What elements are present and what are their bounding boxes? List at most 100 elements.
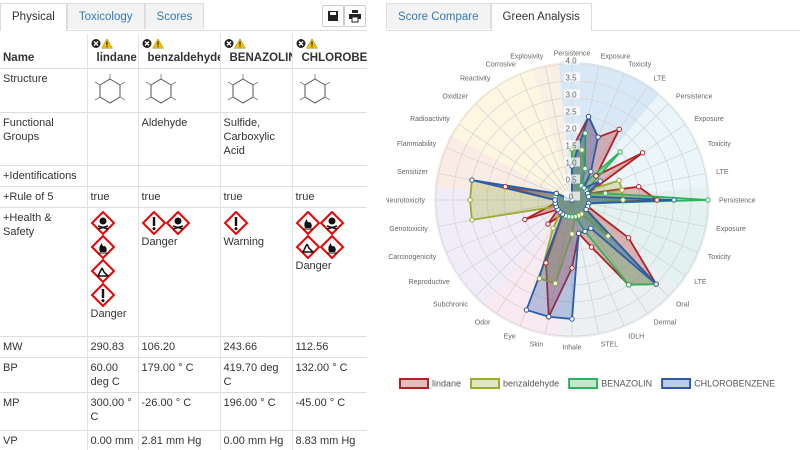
data-point [502, 184, 509, 190]
data-point [522, 216, 528, 223]
cell-text: -26.00 ° C [141, 397, 192, 409]
data-point [579, 147, 585, 153]
data-point [597, 178, 603, 184]
table-cell: 243.66 [220, 336, 293, 358]
angle-line [571, 199, 599, 334]
axis-label: Persistence [676, 94, 713, 101]
angle-line [496, 86, 573, 201]
angle-line [571, 199, 648, 314]
sector-background [484, 200, 572, 322]
angle-line [571, 147, 698, 201]
table-row: Functional Groups Aldehyde Sulfide, Carbox… [0, 112, 367, 166]
print-icon [349, 10, 361, 23]
table-cell: 132.00 ° C [292, 357, 367, 393]
axis-label: Oral [676, 301, 690, 308]
data-point [625, 282, 632, 288]
tick-backdrop [564, 140, 580, 150]
data-point [588, 225, 594, 231]
axis-label: Exposure [601, 53, 631, 60]
cell-text: 0.00 mm Hg [90, 435, 134, 450]
column-name: Name [3, 52, 35, 64]
sector-background [572, 159, 710, 200]
tick-label: 4.0 [565, 57, 577, 66]
sector-background [572, 62, 613, 200]
sector-background [439, 134, 572, 200]
tab[interactable]: Physical [0, 3, 67, 31]
tick-label: 3.0 [565, 91, 577, 100]
column-name: CHLOROBENZENE [301, 52, 368, 64]
tab[interactable]: Toxicology [66, 3, 145, 29]
table-cell: true [220, 186, 293, 208]
cell-text: true [141, 191, 161, 203]
axis-label: Toxicity [708, 141, 731, 148]
left-tab-bar: Physical Toxicology Scores [0, 3, 367, 31]
angle-line [475, 199, 573, 297]
table-cell: 106.20 [138, 336, 221, 358]
data-point [582, 165, 588, 172]
table-cell: Sulfide, Carboxylic Acid [220, 112, 293, 166]
legend-label: BENAZOLIN [601, 378, 652, 388]
header-cell: CHLOROBENZENE [292, 34, 367, 69]
axis-label: Genotoxicity [389, 226, 428, 233]
cell-text: 106.20 [141, 341, 176, 353]
hazard-pictogram [295, 211, 320, 235]
axis-label: Explosivity [510, 53, 544, 60]
table-cell: Danger [292, 207, 367, 337]
tab[interactable]: Scores [144, 3, 205, 29]
angle-line [458, 124, 573, 201]
data-point [639, 150, 646, 156]
hazard-pictogram [165, 211, 190, 235]
tick-label: 0.5 [565, 176, 577, 185]
axis-label: Toxicity [628, 62, 651, 69]
status-icons [141, 38, 164, 50]
print-button[interactable] [344, 5, 366, 27]
axis-label: Reproductive [409, 279, 450, 286]
cell-text: 112.56 [295, 341, 329, 353]
axis-label: Oxidizer [442, 94, 468, 101]
table-cell [87, 165, 139, 187]
table-cell: -26.00 ° C [138, 392, 221, 431]
data-point [705, 197, 711, 203]
property-table: Name lindane benzaldehyde BENAZOLIN CHLOROBE… [0, 34, 367, 450]
table-cell: 419.70 deg C [220, 357, 293, 393]
tab[interactable]: Green Analysis [490, 3, 592, 31]
tick-backdrop [564, 55, 580, 65]
tick-backdrop [564, 106, 580, 116]
data-point [588, 169, 594, 175]
angle-line [545, 199, 573, 334]
cell-text: 419.70 deg C [223, 362, 279, 388]
tick-label: 1.5 [565, 142, 577, 151]
save-icon [328, 11, 338, 21]
table-cell: Warning [220, 207, 293, 337]
header-cell: lindane [87, 34, 139, 69]
axis-label: STEL [601, 342, 619, 349]
angle-line [571, 199, 625, 326]
cell-text: 132.00 ° C [295, 362, 348, 374]
save-button[interactable] [322, 5, 344, 27]
cell-text: true [295, 191, 315, 203]
cell-text: 243.66 [223, 341, 258, 353]
table-cell: Danger [87, 207, 139, 337]
tick-label: 3.5 [565, 74, 577, 83]
sector-background [450, 200, 572, 288]
header-row: Name lindane benzaldehyde BENAZOLIN CHLOROBE… [0, 34, 367, 69]
cell-text: true [223, 191, 243, 203]
axis-label: Odor [475, 320, 491, 327]
angle-line [496, 199, 573, 314]
status-icons [223, 38, 246, 50]
hazard-pictogram [141, 211, 166, 235]
structure-image [93, 73, 126, 104]
table-cell: true [87, 186, 139, 208]
data-point [546, 314, 552, 320]
sector-background [572, 78, 660, 200]
tab[interactable]: Score Compare [386, 3, 491, 29]
data-point [593, 173, 599, 179]
angle-line [438, 199, 573, 227]
sector-background [450, 112, 572, 200]
data-point [653, 281, 659, 287]
data-point [605, 233, 611, 239]
axis-label: Sensitizer [397, 169, 428, 176]
data-point [671, 197, 677, 203]
table-cell: 0.00 mm Hg [220, 430, 293, 450]
